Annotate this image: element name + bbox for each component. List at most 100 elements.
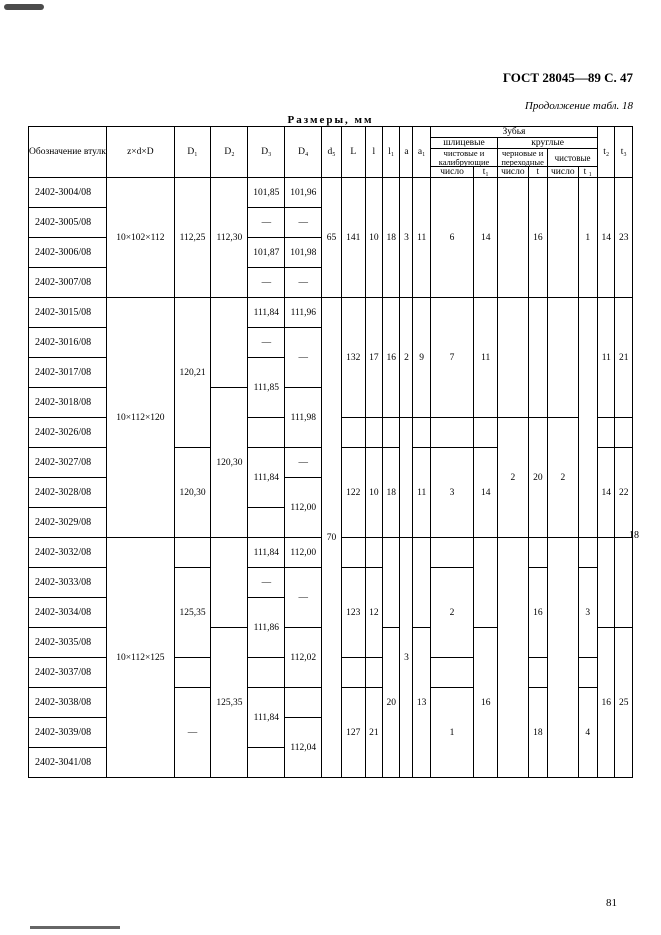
th-t: t <box>528 167 548 178</box>
table-head: Обозначение втулки z×d×D D₁ D₂ D₃ D₄ d₅ … <box>29 127 633 178</box>
cell: 2402-3005/08 <box>29 208 107 238</box>
cell: 11 <box>474 298 498 418</box>
th-t3: t₃ <box>615 127 633 178</box>
cell <box>400 418 413 538</box>
cell: 16 <box>528 568 548 658</box>
table-row: 2402-3004/0810×102×112112,25112,30101,85… <box>29 178 633 208</box>
cell: 2402-3018/08 <box>29 388 107 418</box>
cell: 17 <box>365 298 382 418</box>
th-d2: D₂ <box>211 127 248 178</box>
cell: 10 <box>365 178 382 298</box>
cell: 10×102×112 <box>107 178 174 298</box>
th-d3: D₃ <box>248 127 285 178</box>
cell: 11 <box>598 298 615 418</box>
cell <box>615 538 633 628</box>
cell <box>211 298 248 388</box>
cell <box>341 418 365 448</box>
cell: 18 <box>383 448 400 538</box>
cell <box>528 298 548 418</box>
cell: 112,04 <box>285 718 322 778</box>
cell: 3 <box>430 448 473 538</box>
cell <box>498 178 528 298</box>
cell: 12 <box>365 568 382 658</box>
cell <box>528 658 548 688</box>
cell: 101,87 <box>248 238 285 268</box>
cell: 2402-3004/08 <box>29 178 107 208</box>
cell: 2402-3034/08 <box>29 598 107 628</box>
cell <box>341 538 365 568</box>
cell: 20 <box>528 418 548 538</box>
cell: 18 <box>383 178 400 298</box>
th-fin: чистовые <box>548 149 598 167</box>
cell: 111,84 <box>248 298 285 328</box>
cell: 2402-3041/08 <box>29 748 107 778</box>
doc-header: ГОСТ 28045—89 С. 47 <box>28 70 633 86</box>
cell: 14 <box>598 448 615 538</box>
cell: 101,85 <box>248 178 285 208</box>
th-d4: D₄ <box>285 127 322 178</box>
cell: 111,84 <box>248 688 285 748</box>
cell: 1 <box>430 688 473 778</box>
th-zdd: z×d×D <box>107 127 174 178</box>
cell: 2402-3017/08 <box>29 358 107 388</box>
cell <box>474 538 498 628</box>
cell: 4 <box>578 688 598 778</box>
cell: 2402-3006/08 <box>29 238 107 268</box>
cell <box>430 418 473 448</box>
cell: 11 <box>413 178 430 298</box>
cell: 16 <box>528 178 548 298</box>
cell: 2 <box>430 568 473 658</box>
th-tt1: t ₁ <box>578 167 598 178</box>
th-l: l <box>365 127 382 178</box>
cell <box>528 538 548 568</box>
bottom-smudge <box>30 926 120 929</box>
cell <box>248 748 285 778</box>
cell: 25 <box>615 628 633 778</box>
cell: 120,30 <box>174 448 211 538</box>
cell: 14 <box>598 178 615 298</box>
cell: 2 <box>498 418 528 538</box>
cell: 11 <box>413 448 430 538</box>
cell: 132 <box>341 298 365 418</box>
cell: 23 <box>615 178 633 298</box>
cell: — <box>285 568 322 628</box>
cell: 10 <box>365 448 382 538</box>
cell: 6 <box>430 178 473 298</box>
table-row: 2402-3015/0810×112×120120,21111,84111,96… <box>29 298 633 328</box>
th-d1: D₁ <box>174 127 211 178</box>
cell <box>548 298 578 418</box>
cell: 112,00 <box>285 478 322 538</box>
cell: 14 <box>474 448 498 538</box>
page-number: 81 <box>606 897 617 909</box>
cell <box>578 538 598 568</box>
cell: — <box>174 688 211 778</box>
cell: — <box>248 328 285 358</box>
cell: 2402-3032/08 <box>29 538 107 568</box>
th-t2: t₂ <box>598 127 615 178</box>
cell: — <box>285 448 322 478</box>
cell <box>211 538 248 628</box>
cell <box>413 418 430 448</box>
cell: 111,84 <box>248 448 285 508</box>
cell: 101,98 <box>285 238 322 268</box>
cell: 18 <box>528 688 548 778</box>
cell: 70 <box>322 298 342 778</box>
cell <box>248 418 285 448</box>
main-table: Обозначение втулки z×d×D D₁ D₂ D₃ D₄ d₅ … <box>28 126 633 778</box>
cell <box>474 418 498 448</box>
cell: 10×112×120 <box>107 298 174 538</box>
cell: 125,35 <box>211 628 248 778</box>
cell <box>383 418 400 448</box>
cell: 127 <box>341 688 365 778</box>
cell: 14 <box>474 178 498 298</box>
cell: 122 <box>341 448 365 538</box>
cell: 2402-3035/08 <box>29 628 107 658</box>
cell: 7 <box>430 298 473 418</box>
cell: 112,02 <box>285 628 322 688</box>
cell: 120,21 <box>174 298 211 448</box>
cell <box>365 538 382 568</box>
cell: 10×112×125 <box>107 538 174 778</box>
cell: 2402-3015/08 <box>29 298 107 328</box>
cell: 16 <box>383 298 400 418</box>
continuation-label: Продолжение табл. 18 <box>28 100 633 112</box>
